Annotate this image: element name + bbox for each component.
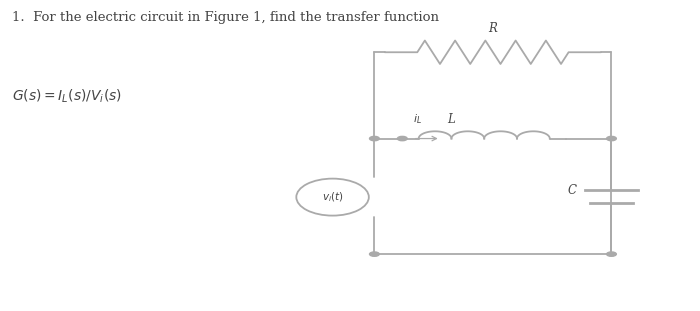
Text: L: L: [447, 113, 456, 126]
Text: C: C: [568, 184, 577, 197]
Circle shape: [398, 137, 407, 141]
Text: $v_i(t)$: $v_i(t)$: [322, 190, 344, 204]
Text: $G(s)=I_L(s)/V_i(s)$: $G(s)=I_L(s)/V_i(s)$: [12, 88, 122, 105]
Circle shape: [607, 252, 616, 256]
Circle shape: [370, 137, 379, 141]
Text: $i_L$: $i_L$: [413, 112, 421, 126]
Circle shape: [607, 137, 616, 141]
Text: R: R: [489, 22, 498, 35]
Circle shape: [370, 252, 379, 256]
Text: 1.  For the electric circuit in Figure 1, find the transfer function: 1. For the electric circuit in Figure 1,…: [12, 11, 439, 24]
